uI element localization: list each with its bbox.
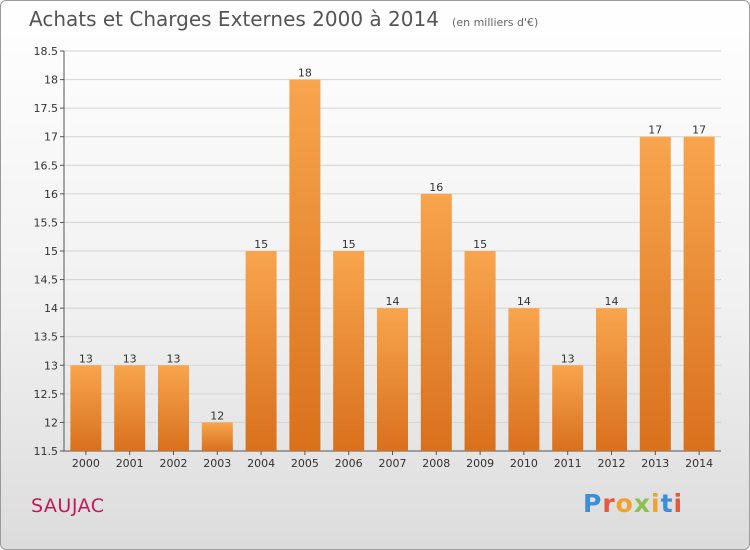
proxiti-logo: Proxiti	[583, 489, 683, 518]
data-label: 17	[648, 124, 662, 137]
data-label: 13	[123, 352, 137, 365]
x-tick-label: 2006	[335, 457, 363, 470]
y-tick-label: 15	[44, 245, 58, 258]
y-tick-label: 18.5	[34, 45, 59, 58]
x-tick-label: 2008	[422, 457, 450, 470]
bar	[639, 136, 671, 451]
data-label: 18	[298, 67, 312, 80]
y-tick-label: 13	[44, 359, 58, 372]
x-tick-label: 2007	[379, 457, 407, 470]
logo-letter: i	[651, 489, 661, 518]
y-tick-label: 14.5	[34, 274, 59, 287]
data-label: 14	[517, 295, 531, 308]
x-tick-label: 2004	[247, 457, 275, 470]
x-tick-label: 2014	[685, 457, 713, 470]
data-label: 13	[561, 352, 575, 365]
y-tick-label: 16	[44, 188, 58, 201]
data-label: 12	[210, 409, 224, 422]
y-tick-label: 18	[44, 74, 58, 87]
data-label: 13	[167, 352, 181, 365]
place-name: SAUJAC	[31, 495, 105, 517]
bar	[377, 308, 408, 451]
y-tick-label: 11.5	[34, 445, 59, 458]
y-tick-label: 17	[44, 131, 58, 144]
bar	[420, 193, 452, 451]
data-label: 14	[605, 295, 619, 308]
x-tick-label: 2009	[466, 457, 494, 470]
x-tick-label: 2002	[160, 457, 188, 470]
x-tick-label: 2013	[641, 457, 669, 470]
logo-letter: o	[615, 489, 634, 518]
logo-letter: P	[583, 489, 603, 518]
data-label: 15	[342, 238, 356, 251]
data-label: 16	[429, 181, 443, 194]
bar	[158, 365, 189, 451]
x-tick-label: 2003	[203, 457, 231, 470]
chart-subtitle: (en milliers d'€)	[452, 16, 539, 29]
bar	[552, 365, 584, 451]
bar	[289, 79, 321, 452]
data-label: 14	[386, 295, 400, 308]
data-label: 17	[692, 124, 706, 137]
bar	[596, 308, 627, 451]
bar	[245, 251, 277, 451]
logo-letter: t	[660, 489, 674, 518]
bar	[683, 136, 715, 451]
y-tick-label: 14	[44, 302, 58, 315]
x-tick-label: 2000	[72, 457, 100, 470]
logo-letter: x	[633, 489, 651, 518]
x-tick-label: 2011	[554, 457, 582, 470]
y-tick-label: 15.5	[34, 216, 59, 229]
y-tick-label: 16.5	[34, 159, 59, 172]
x-tick-label: 2005	[291, 457, 319, 470]
logo-letter: i	[673, 489, 684, 518]
x-tick-label: 2001	[116, 457, 144, 470]
y-tick-label: 17.5	[34, 102, 59, 115]
bar	[464, 251, 496, 451]
data-label: 15	[254, 238, 268, 251]
bar	[201, 422, 233, 451]
chart-title: Achats et Charges Externes 2000 à 2014	[29, 7, 439, 31]
x-tick-label: 2010	[510, 457, 538, 470]
logo-letter: r	[602, 489, 616, 518]
bar	[333, 251, 365, 451]
data-label: 15	[473, 238, 487, 251]
data-label: 13	[79, 352, 93, 365]
bar	[114, 365, 146, 451]
title-row: Achats et Charges Externes 2000 à 2014 (…	[29, 7, 538, 31]
bar	[508, 308, 540, 451]
x-tick-label: 2012	[598, 457, 626, 470]
bar	[70, 365, 102, 451]
y-tick-label: 13.5	[34, 331, 59, 344]
y-tick-label: 12	[44, 416, 58, 429]
y-tick-label: 12.5	[34, 388, 59, 401]
